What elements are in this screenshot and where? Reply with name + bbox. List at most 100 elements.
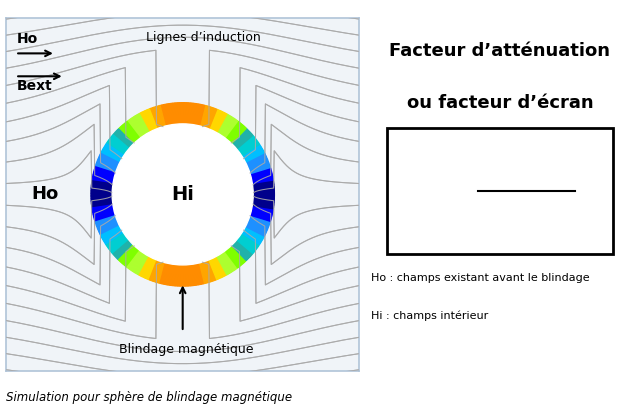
Wedge shape — [236, 134, 253, 149]
Wedge shape — [229, 246, 245, 263]
Wedge shape — [204, 107, 212, 128]
Wedge shape — [253, 180, 274, 185]
Wedge shape — [206, 260, 215, 281]
Wedge shape — [91, 196, 112, 198]
Wedge shape — [227, 249, 242, 266]
Wedge shape — [234, 132, 251, 147]
Point — [474, 189, 482, 194]
Wedge shape — [221, 117, 234, 136]
Wedge shape — [157, 262, 164, 283]
Text: Ho: Ho — [511, 144, 543, 164]
Wedge shape — [93, 175, 114, 180]
Wedge shape — [100, 153, 120, 164]
Wedge shape — [188, 103, 192, 124]
Wedge shape — [212, 258, 222, 277]
Wedge shape — [225, 250, 239, 268]
Wedge shape — [176, 265, 179, 286]
Wedge shape — [182, 265, 184, 286]
Wedge shape — [251, 171, 272, 177]
Wedge shape — [249, 164, 270, 173]
Wedge shape — [253, 185, 274, 188]
Wedge shape — [237, 238, 255, 252]
Wedge shape — [144, 111, 154, 131]
Wedge shape — [198, 263, 204, 284]
Wedge shape — [154, 107, 162, 128]
Wedge shape — [251, 174, 272, 180]
Wedge shape — [110, 137, 128, 151]
Wedge shape — [237, 135, 254, 150]
Wedge shape — [237, 239, 254, 254]
Wedge shape — [128, 119, 142, 138]
Wedge shape — [242, 232, 260, 245]
Wedge shape — [135, 255, 147, 273]
Wedge shape — [251, 172, 272, 179]
Text: ou facteur d’écran: ou facteur d’écran — [406, 94, 594, 112]
Wedge shape — [123, 248, 138, 265]
Wedge shape — [199, 105, 206, 126]
Wedge shape — [165, 104, 170, 125]
Wedge shape — [104, 231, 123, 244]
Wedge shape — [124, 249, 139, 266]
Circle shape — [112, 124, 253, 265]
Wedge shape — [155, 107, 163, 127]
Wedge shape — [191, 103, 195, 125]
Wedge shape — [108, 140, 126, 153]
Wedge shape — [190, 264, 194, 286]
Wedge shape — [179, 265, 181, 286]
Text: Hi: Hi — [515, 226, 539, 246]
Wedge shape — [142, 111, 153, 131]
Wedge shape — [92, 204, 113, 208]
Wedge shape — [249, 162, 269, 170]
Wedge shape — [247, 222, 267, 232]
Wedge shape — [183, 265, 185, 286]
Wedge shape — [109, 237, 127, 250]
Wedge shape — [209, 109, 218, 130]
Wedge shape — [253, 199, 274, 202]
Wedge shape — [197, 104, 203, 126]
Wedge shape — [238, 237, 256, 251]
Wedge shape — [253, 196, 274, 198]
Wedge shape — [119, 128, 134, 144]
Wedge shape — [228, 124, 243, 141]
Wedge shape — [112, 239, 129, 254]
Wedge shape — [251, 169, 271, 176]
Wedge shape — [250, 168, 271, 175]
Wedge shape — [91, 200, 113, 203]
Wedge shape — [138, 114, 149, 133]
Wedge shape — [253, 198, 274, 201]
Text: Bext: Bext — [17, 79, 53, 94]
Wedge shape — [92, 179, 113, 184]
Wedge shape — [253, 204, 274, 209]
Wedge shape — [249, 217, 269, 226]
Wedge shape — [146, 259, 156, 279]
Wedge shape — [151, 260, 160, 281]
Wedge shape — [93, 173, 114, 179]
Wedge shape — [229, 247, 244, 264]
Wedge shape — [203, 262, 211, 282]
Wedge shape — [160, 263, 167, 284]
Wedge shape — [249, 163, 269, 171]
Wedge shape — [205, 108, 213, 128]
Wedge shape — [229, 125, 244, 142]
Wedge shape — [92, 178, 113, 183]
Wedge shape — [97, 161, 117, 170]
Wedge shape — [96, 218, 117, 226]
Wedge shape — [194, 104, 198, 125]
Wedge shape — [91, 189, 112, 191]
Wedge shape — [199, 262, 206, 284]
Wedge shape — [240, 141, 258, 154]
Wedge shape — [183, 103, 185, 124]
Wedge shape — [198, 105, 204, 126]
Point — [572, 189, 579, 194]
Wedge shape — [94, 213, 115, 220]
Wedge shape — [253, 203, 274, 207]
Wedge shape — [126, 122, 140, 139]
Wedge shape — [151, 108, 160, 128]
Wedge shape — [91, 198, 112, 200]
Wedge shape — [92, 205, 113, 209]
Wedge shape — [155, 262, 163, 282]
Wedge shape — [100, 225, 120, 235]
Wedge shape — [196, 104, 201, 126]
Wedge shape — [233, 243, 249, 259]
Wedge shape — [124, 123, 139, 140]
